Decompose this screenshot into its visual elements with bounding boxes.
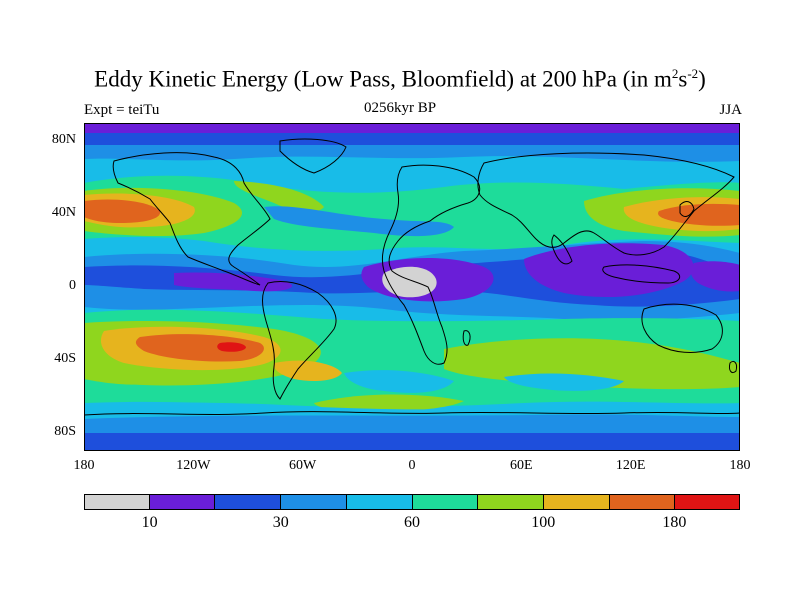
lat-tick-label: 80S — [54, 423, 76, 439]
madagascar-coast — [462, 330, 471, 346]
colorbar-swatch — [346, 494, 413, 510]
equatorial-purple — [174, 272, 293, 292]
indonesia-coast — [602, 264, 681, 284]
south-cyan-patch — [344, 370, 454, 393]
lat-tick-label: 40S — [54, 350, 76, 366]
season-label: JJA — [719, 102, 742, 118]
lat-tick-label: 40N — [51, 205, 76, 221]
colorbar-swatch — [609, 494, 676, 510]
lon-tick-label: 180 — [73, 458, 95, 473]
colorbar-swatch — [478, 494, 544, 510]
colorbar-label: 100 — [531, 514, 556, 531]
maritime-purple — [524, 243, 694, 297]
north-jet-green — [84, 175, 740, 251]
north-jet-red-east — [658, 203, 740, 226]
lon-tick-label: 60W — [289, 458, 317, 473]
lat-tick-label: 80N — [51, 132, 76, 148]
north-subpolar-band — [84, 133, 740, 147]
greenland-coast — [279, 138, 347, 174]
lon-tick-label: 120E — [615, 458, 646, 473]
south-jet-red — [217, 342, 246, 352]
south-yellowgreen-lower — [314, 394, 464, 412]
south-america-coast — [262, 280, 337, 400]
australia-coast — [641, 303, 723, 353]
new-zealand-coast — [729, 360, 737, 374]
time-label: 0256kyr BP — [363, 100, 437, 116]
colorbar-label: 10 — [141, 514, 158, 531]
colorbar-label: 30 — [272, 514, 289, 531]
colorbar-swatch — [675, 494, 741, 510]
colorbar-label: 180 — [662, 514, 687, 531]
antarctic-darkblue — [84, 433, 740, 451]
colorbar-swatch — [149, 494, 216, 510]
colorbar-swatch — [84, 494, 150, 510]
lon-tick-label: 0 — [408, 458, 416, 473]
antarctic-blue — [84, 414, 740, 437]
map-panel — [84, 123, 740, 451]
coastlines — [84, 138, 740, 416]
europe-africa-coast — [381, 164, 481, 365]
north-midlat-blue — [84, 145, 740, 162]
colorbar — [84, 494, 741, 510]
eke-contour-map — [84, 123, 740, 451]
colorbar-swatch — [412, 494, 479, 510]
antarctica-coast — [84, 411, 740, 416]
north-america-coast — [112, 152, 271, 286]
asia-coast — [477, 152, 735, 256]
south-orange-patch — [273, 360, 342, 381]
south-jet-darkorange — [135, 334, 264, 362]
experiment-label: Expt = teiTu — [84, 102, 160, 118]
north-polar-band — [84, 123, 740, 135]
lon-tick-label: 60E — [510, 458, 533, 473]
map-title: Eddy Kinetic Energy (Low Pass, Bloomfiel… — [94, 66, 706, 92]
colorbar-label: 60 — [404, 514, 420, 531]
north-jet-red-west — [84, 199, 161, 223]
indian-cyan-patch — [504, 373, 624, 391]
colorbar-swatch — [543, 494, 610, 510]
colorbar-swatch — [281, 494, 347, 510]
japan-coast — [679, 201, 695, 217]
lat-tick-label: 0 — [69, 278, 76, 293]
india-coast — [551, 234, 573, 265]
map-frame — [84, 123, 740, 451]
africa-gray — [382, 266, 437, 298]
atlantic-yellowgreen — [234, 181, 324, 212]
atlantic-blue-patch — [264, 206, 454, 237]
lon-tick-label: 120W — [176, 458, 211, 473]
colorbar-swatch — [215, 494, 282, 510]
lon-tick-label: 180 — [729, 458, 751, 473]
pacific-purple — [690, 261, 740, 292]
